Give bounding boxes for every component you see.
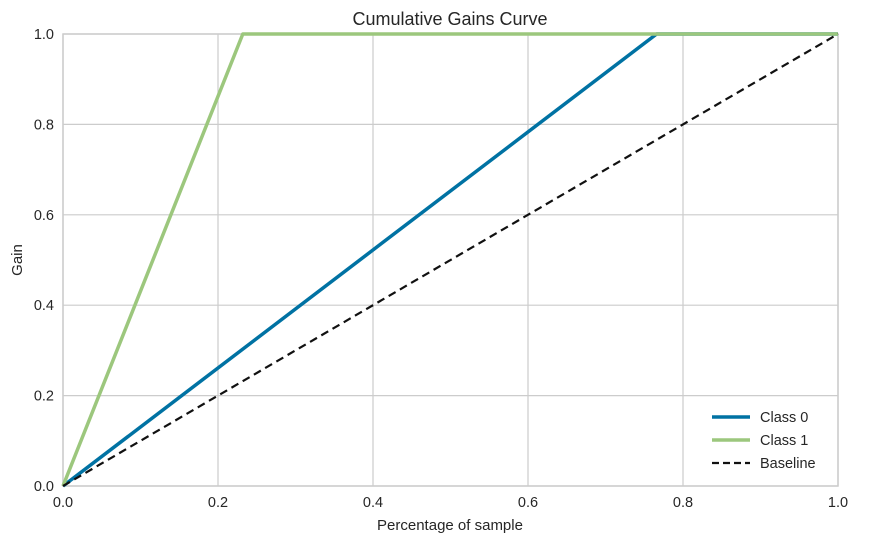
legend: Class 0 Class 1 Baseline [712,410,816,472]
y-tick-label: 0.6 [34,208,54,224]
y-tick-label: 0.2 [34,389,54,405]
y-tick-label: 0.8 [34,117,54,133]
x-axis-label: Percentage of sample [377,517,523,534]
x-tick-labels: 0.0 0.2 0.4 0.6 0.8 1.0 [53,495,848,511]
y-tick-label: 1.0 [34,27,54,43]
x-tick-label: 0.2 [208,495,228,511]
chart-title: Cumulative Gains Curve [352,9,547,29]
y-tick-label: 0.0 [34,479,54,495]
y-axis-label: Gain [9,244,26,276]
y-tick-labels: 0.0 0.2 0.4 0.6 0.8 1.0 [34,27,54,495]
legend-label-class-1: Class 1 [760,433,808,449]
legend-label-baseline: Baseline [760,456,816,472]
y-tick-label: 0.4 [34,298,54,314]
series-lines [61,32,839,488]
x-tick-label: 0.6 [518,495,538,511]
x-tick-label: 0.8 [673,495,693,511]
series-line-baseline [62,33,839,487]
series-line-class-1 [61,32,838,487]
x-tick-label: 1.0 [828,495,848,511]
x-tick-label: 0.4 [363,495,383,511]
x-tick-label: 0.0 [53,495,73,511]
legend-label-class-0: Class 0 [760,410,808,426]
